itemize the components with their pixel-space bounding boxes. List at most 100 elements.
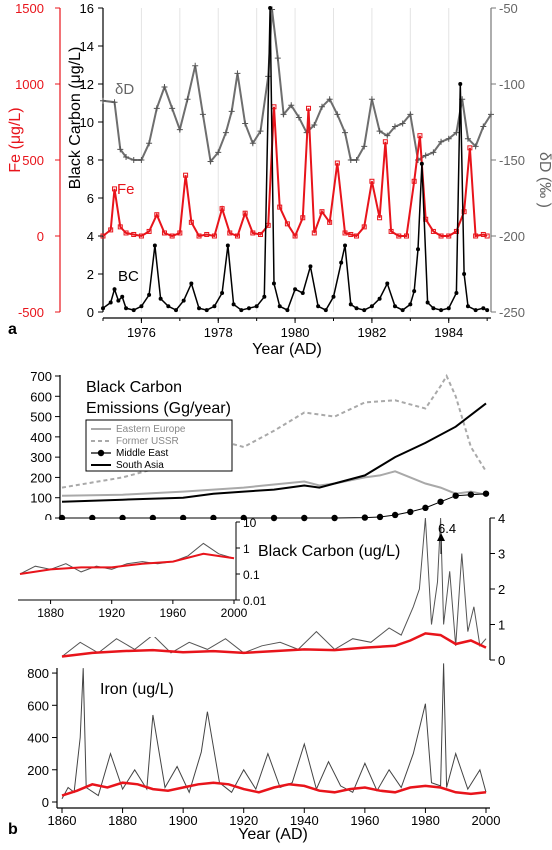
iron-x-tick-label: 1900: [169, 813, 198, 828]
series-marker-fe: [396, 233, 402, 239]
series-label-dd: δD: [115, 81, 134, 98]
series-marker-dd: [146, 140, 153, 147]
series-marker-fe: [417, 133, 423, 139]
panel-a-x-tick-label: 1978: [204, 325, 233, 340]
panel-a-grid: [140, 8, 450, 312]
emissions-point-middle-east: [149, 514, 157, 522]
panel-a-chart: 16 14 12 10 8 6 4 2 0 1500 1000 500 0 -500 -50 -100 -150…: [7, 1, 552, 358]
series-marker-bc: [454, 291, 459, 295]
series-marker-dd: [257, 128, 264, 135]
series-marker-bc: [116, 298, 121, 303]
series-marker-dd: [123, 153, 130, 160]
emissions-point-middle-east: [270, 514, 278, 522]
series-marker-fe: [311, 230, 317, 236]
series-marker-dd: [176, 126, 183, 133]
emissions-point-middle-east: [89, 514, 96, 522]
series-marker-fe: [250, 230, 256, 236]
iron-y-tick-label: 0: [42, 795, 49, 810]
series-marker-dd: [215, 149, 222, 156]
series-marker-bc: [348, 302, 353, 307]
series-marker-bc: [147, 292, 152, 297]
series-marker-fe: [196, 233, 202, 239]
iron-y-tick-label: 800: [27, 666, 49, 681]
bc-y-tick-label: 2: [498, 582, 505, 597]
series-marker-bc: [268, 6, 273, 10]
series-marker-fe: [146, 228, 152, 234]
bc-line-annual: [61, 517, 487, 657]
series-marker-fe: [234, 233, 240, 239]
series-marker-bc: [293, 287, 298, 292]
series-marker-bc: [166, 304, 171, 309]
inset-x-tick-label: 2000: [221, 606, 248, 620]
iron-x-tick-label: 2000: [472, 813, 501, 828]
dd-axis-tick-label: -200: [499, 229, 525, 244]
bc-axis-tick-label: 8: [87, 153, 94, 168]
emissions-y-tick-label: 200: [30, 470, 52, 485]
series-marker-fe: [446, 233, 452, 239]
series-marker-bc: [212, 304, 217, 309]
series-marker-bc: [152, 243, 157, 248]
series-marker-dd: [153, 105, 160, 112]
series-marker-dd: [280, 111, 287, 118]
series-marker-fe: [219, 206, 225, 212]
series-marker-bc: [139, 304, 144, 309]
series-marker-fe: [473, 233, 479, 239]
inset-x-tick-label: 1880: [37, 606, 64, 620]
series-marker-fe: [438, 233, 444, 239]
emissions-y-tick-label: 400: [30, 430, 52, 445]
inset-series: [19, 542, 235, 575]
iron-x-tick-label: 1940: [290, 813, 319, 828]
bc-ticks: 4 3 2 1 0: [490, 511, 505, 668]
panel-a-bc-axis-label: Black Carbon (μg/L): [67, 47, 84, 190]
series-marker-dd: [234, 70, 241, 77]
series-marker-fe: [334, 160, 340, 166]
series-marker-bc: [254, 304, 259, 309]
series-marker-dd: [407, 111, 414, 118]
series-marker-dd: [184, 96, 191, 103]
series-marker-bc: [181, 298, 186, 303]
series-marker-bc: [369, 304, 374, 309]
panel-b-emissions-chart: 700 600 500 400 300 200 100 0 Black Carbon Emis…: [30, 369, 490, 526]
series-marker-fe: [382, 139, 388, 145]
series-marker-dd: [199, 111, 206, 118]
series-marker-fe: [242, 210, 248, 216]
emissions-point-middle-east: [437, 498, 444, 505]
iron-title: Iron (ug/L): [100, 681, 174, 698]
series-line-fe: [102, 106, 488, 239]
series-marker-fe: [117, 224, 123, 230]
iron-x-tick-label: 1980: [411, 813, 440, 828]
series-marker-dd: [311, 122, 318, 129]
series-marker-bc: [331, 294, 336, 299]
series-marker-bc: [377, 296, 382, 301]
series-marker-bc: [300, 291, 305, 295]
series-marker-bc: [239, 308, 244, 313]
panel-b-bc-inset-chart: 10 1 0.1 0.01 1880 1920 1960 2000: [5, 516, 267, 637]
series-marker-fe: [300, 215, 306, 221]
series-marker-fe: [123, 230, 129, 236]
series-marker-bc: [246, 306, 251, 311]
emissions-title-line2: Emissions (Gg/year): [86, 400, 231, 417]
inset-x-tick-label: 1960: [160, 606, 187, 620]
fe-axis-tick-label: 1000: [15, 77, 44, 92]
series-marker-bc: [316, 304, 321, 309]
series-marker-dd: [288, 102, 295, 109]
panel-a-x-tick-label: 1976: [127, 325, 156, 340]
series-marker-fe: [154, 212, 160, 218]
emissions-point-middle-east: [119, 514, 126, 522]
series-marker-dd: [376, 128, 383, 135]
series-marker-bc: [416, 247, 421, 252]
series-marker-fe: [277, 204, 283, 210]
panel-a-x-tick-label: 1980: [281, 325, 310, 340]
series-marker-bc: [458, 82, 463, 86]
series-marker-bc: [412, 289, 417, 294]
iron-x-tick-label: 1960: [350, 813, 379, 828]
series-marker-dd: [464, 135, 471, 142]
series-marker-bc: [343, 243, 348, 248]
series-marker-bc: [462, 272, 467, 276]
iron-line-annual: [61, 663, 487, 800]
series-marker-fe: [411, 178, 417, 184]
legend-south-asia: South Asia: [116, 460, 164, 471]
inset-y-tick-label: 10: [243, 516, 257, 530]
